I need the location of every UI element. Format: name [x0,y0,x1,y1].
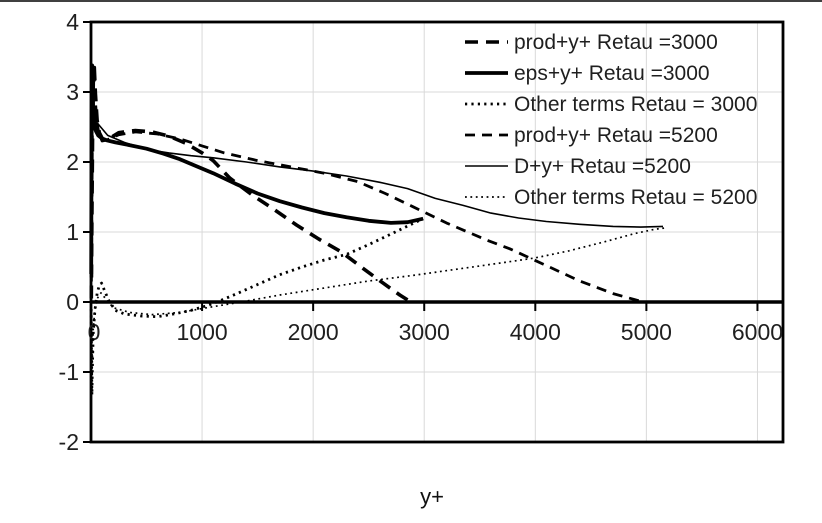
legend-label-3: prod+y+ Retau =5200 [514,124,718,147]
x-tick-label: 4000 [510,319,561,345]
series-line-0 [89,65,411,303]
y-tick-label: 2 [66,149,79,175]
series-line-2 [89,217,424,397]
legend-label-0: prod+y+ Retau =3000 [514,31,718,54]
x-tick-label: 3000 [399,319,450,345]
series-line-4 [97,122,664,228]
series-line-3 [89,73,642,303]
legend-label-2: Other terms Retau = 3000 [514,93,757,116]
y-tick-label: 0 [66,289,79,315]
x-tick-label: 6000 [732,319,783,345]
x-tick-label: 5000 [621,319,672,345]
x-axis-title: y+ [420,484,444,509]
legend-label-5: Other terms Retau = 5200 [514,186,757,209]
page-divider-line [0,0,822,2]
y-tick-label: 1 [66,219,79,245]
x-tick-label: 2000 [288,319,339,345]
legend-label-1: eps+y+ Retau =3000 [514,62,710,85]
legend-label-4: D+y+ Retau =5200 [514,155,691,178]
x-tick-label: 1000 [176,319,227,345]
y-tick-label: 3 [66,79,79,105]
y-tick-label: -2 [59,429,79,455]
series-line-1 [89,63,424,275]
y-tick-label: 4 [66,9,79,35]
y-tick-label: -1 [59,359,79,385]
series-line-5 [90,226,667,393]
